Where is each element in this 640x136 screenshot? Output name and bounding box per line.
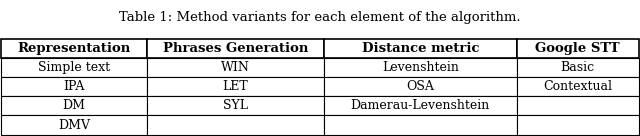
Text: Table 1: Method variants for each element of the algorithm.: Table 1: Method variants for each elemen… [119,11,521,24]
